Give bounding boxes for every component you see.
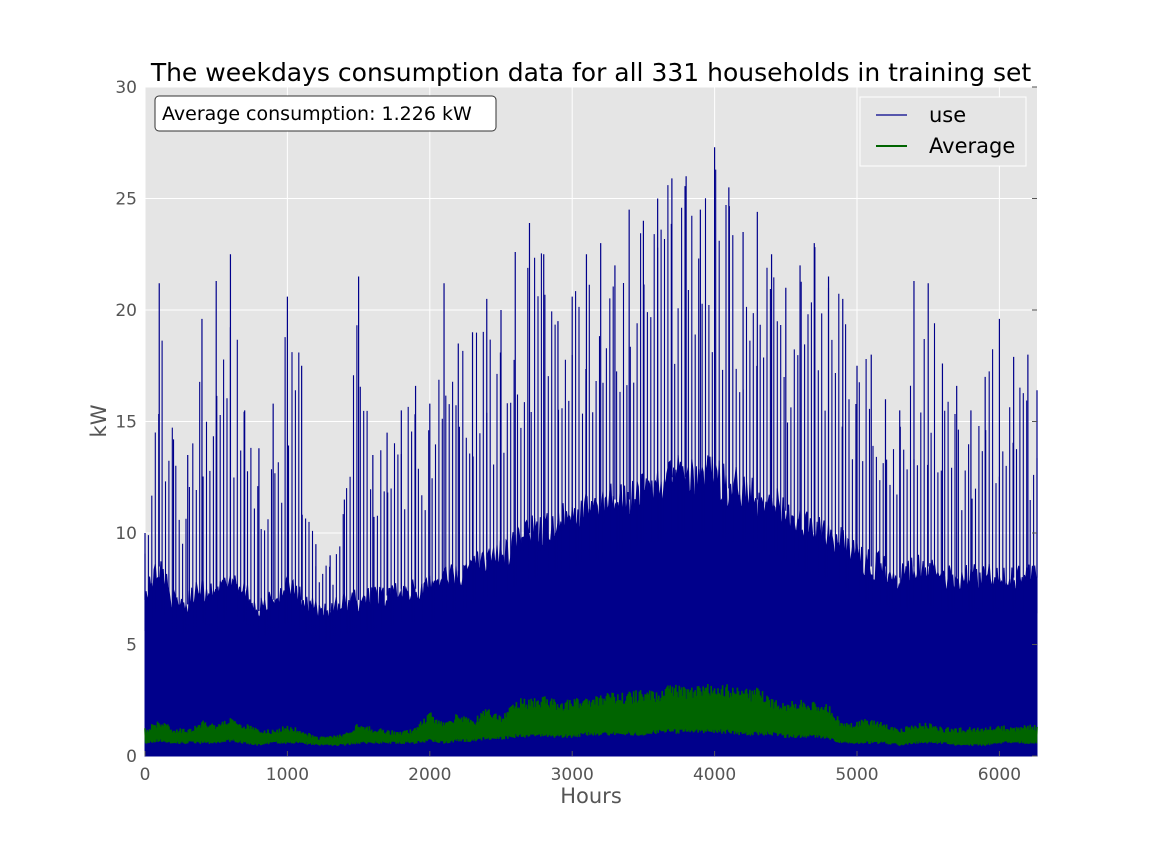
y-axis-label: kW (87, 404, 111, 437)
legend-label-use: use (929, 103, 966, 127)
x-tick-label: 5000 (835, 765, 878, 785)
y-tick-label: 30 (115, 78, 137, 98)
average-series-line (144, 683, 1038, 746)
axis-ticks: 0 1000 2000 3000 4000 5000 6000 0 5 10 15 20 25 30 (115, 78, 1037, 785)
use-series (144, 147, 1038, 757)
x-tick-label: 2000 (408, 765, 451, 785)
y-tick-label: 20 (115, 301, 137, 321)
annotation-box: Average consumption: 1.226 kW (154, 95, 497, 132)
legend-label-average: Average (929, 134, 1015, 158)
y-tick-label: 5 (126, 636, 137, 656)
y-tick-label: 0 (126, 747, 137, 767)
x-axis-label: Hours (560, 784, 622, 808)
legend-frame (859, 96, 1027, 167)
average-series (144, 683, 1038, 746)
legend: use Average (859, 96, 1027, 167)
y-tick-label: 10 (115, 524, 137, 544)
annotation-text: Average consumption: 1.226 kW (162, 103, 472, 125)
x-tick-label: 3000 (551, 765, 594, 785)
chart-title: The weekdays consumption data for all 33… (150, 58, 1032, 87)
y-tick-label: 15 (115, 413, 137, 433)
x-tick-label: 6000 (978, 765, 1021, 785)
x-tick-label: 0 (140, 765, 151, 785)
x-tick-label: 4000 (693, 765, 736, 785)
x-tick-label: 1000 (266, 765, 309, 785)
annotation-frame (154, 95, 497, 132)
y-tick-label: 25 (115, 190, 137, 210)
